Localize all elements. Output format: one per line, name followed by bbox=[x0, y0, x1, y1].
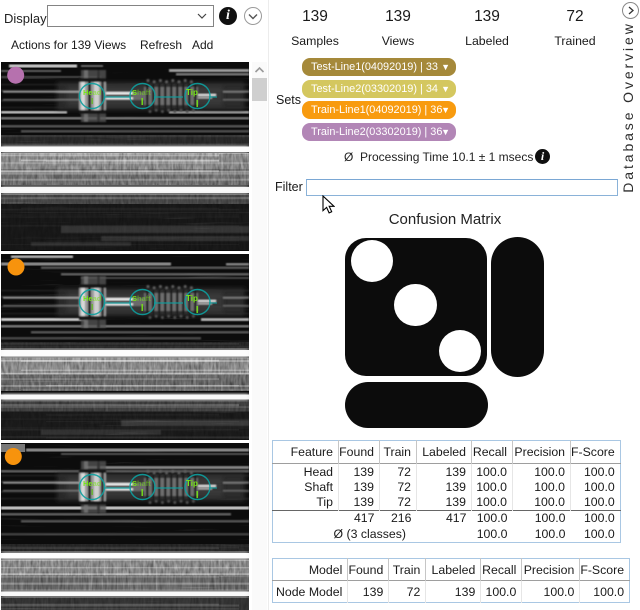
svg-text:Tip: Tip bbox=[186, 88, 198, 97]
svg-text:Shaft: Shaft bbox=[132, 88, 151, 97]
svg-text:Shaft: Shaft bbox=[132, 294, 151, 303]
svg-text:Tip: Tip bbox=[186, 479, 198, 488]
svg-text:Tip: Tip bbox=[186, 294, 198, 303]
svg-text:Head: Head bbox=[83, 88, 102, 97]
svg-text:Head: Head bbox=[83, 479, 102, 488]
svg-text:Head: Head bbox=[83, 294, 102, 303]
svg-text:Shaft: Shaft bbox=[132, 479, 151, 488]
